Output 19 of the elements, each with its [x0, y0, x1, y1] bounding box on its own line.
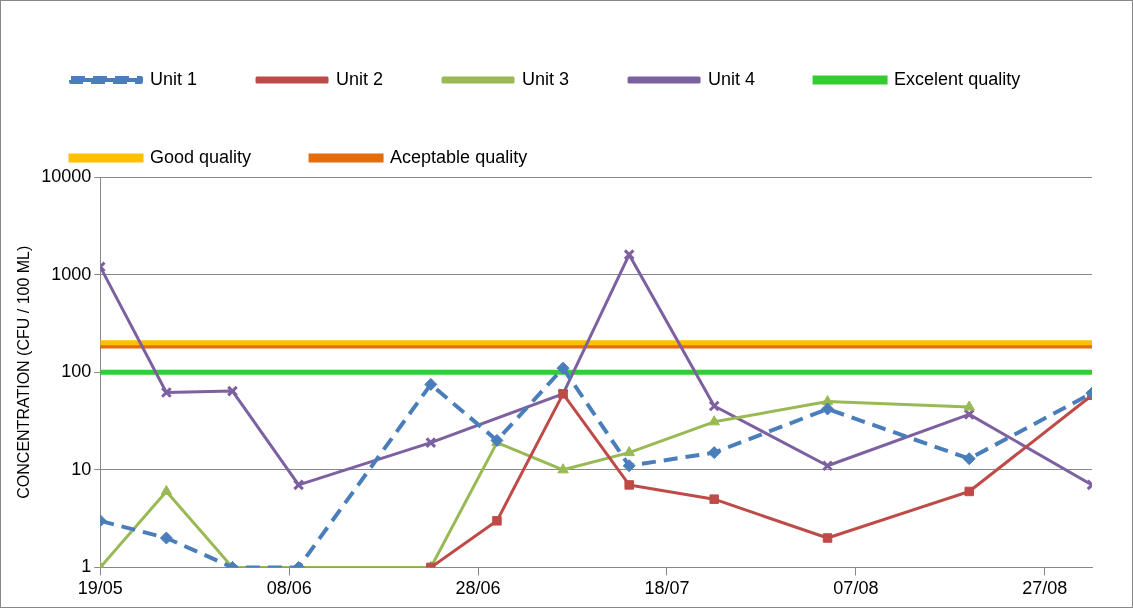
x-tick-label: 18/07	[644, 578, 690, 599]
x-tick-label: 07/08	[833, 578, 879, 599]
legend-label: Excelent quality	[894, 68, 1021, 89]
legend-label: Unit 2	[336, 68, 384, 89]
y-tick-label: 1000	[51, 263, 92, 284]
legend-label: Good quality	[150, 146, 252, 167]
legend-label: Unit 4	[708, 68, 756, 89]
legend-label: Aceptable quality	[390, 146, 528, 167]
x-tick-label: 19/05	[77, 578, 123, 599]
y-tick-label: 1	[81, 556, 92, 577]
legend-label: Unit 3	[522, 68, 570, 89]
y-tick-label: 10000	[41, 165, 92, 186]
y-axis-title: CONCENTRATION (CFU / 100 ML)	[15, 245, 33, 499]
x-tick-label: 27/08	[1022, 578, 1068, 599]
x-tick-label: 28/06	[455, 578, 501, 599]
y-tick-label: 10	[71, 458, 92, 479]
x-tick-label: 08/06	[266, 578, 312, 599]
legend-label: Unit 1	[150, 68, 198, 89]
y-tick-label: 100	[61, 361, 92, 382]
